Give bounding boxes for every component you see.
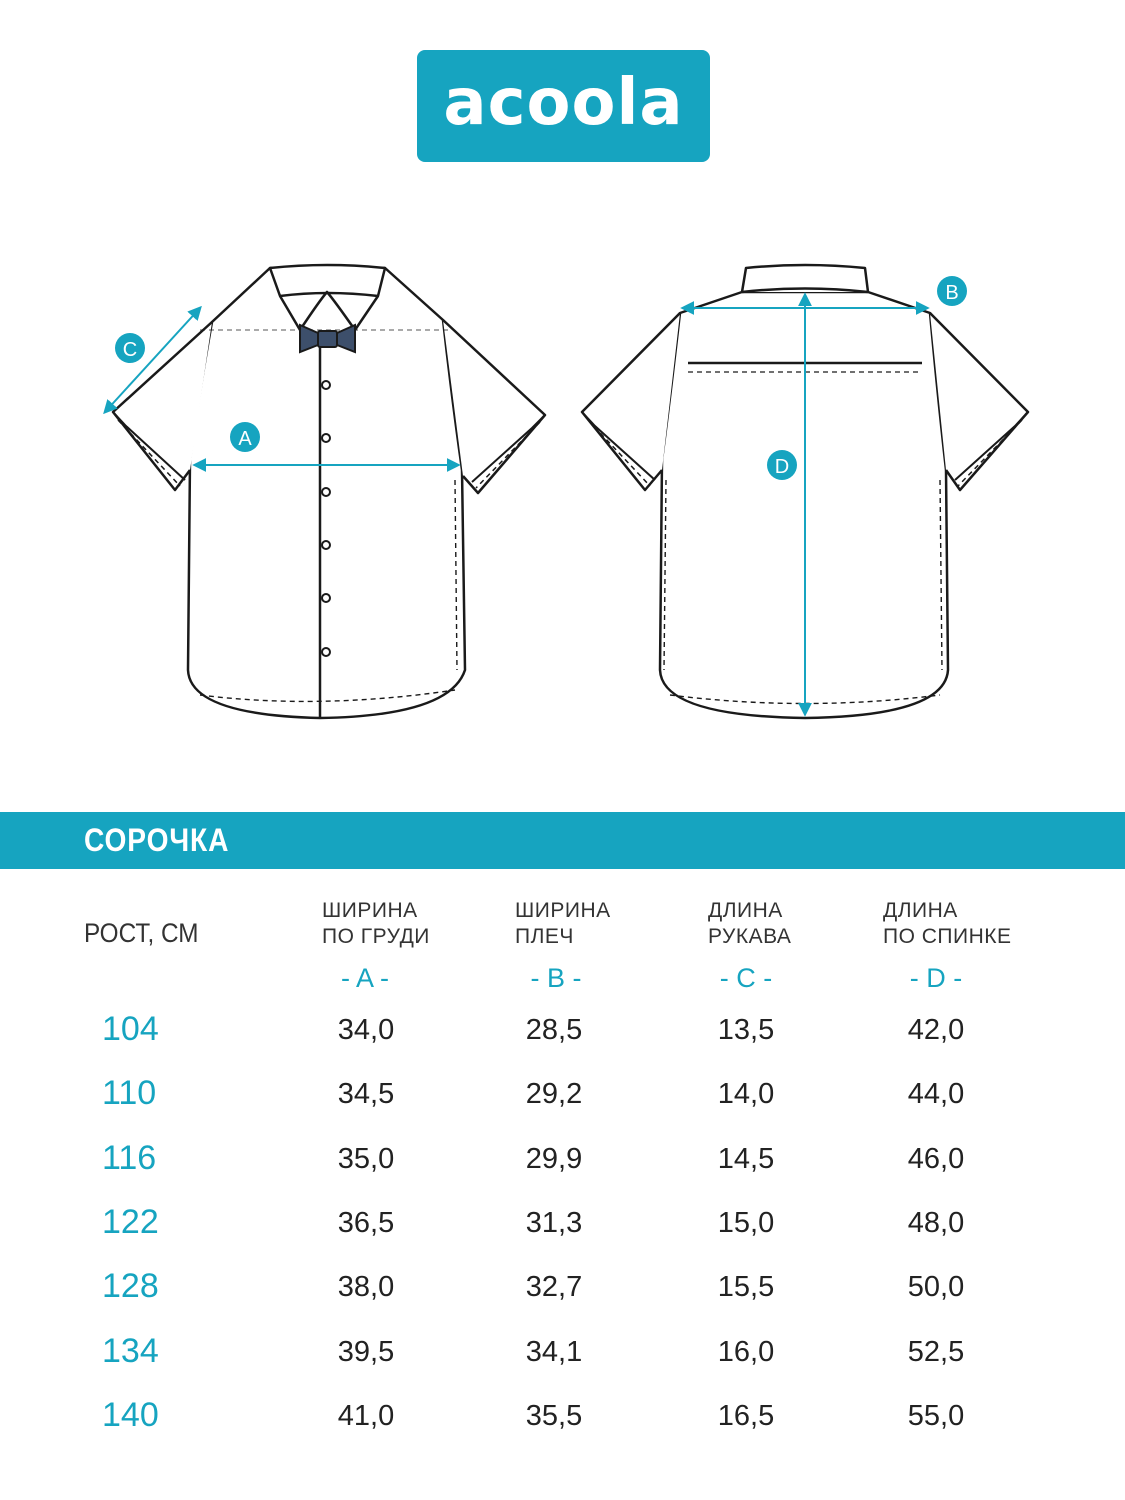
shirt-buttons xyxy=(321,380,331,657)
measurement-value: 31,3 xyxy=(525,1206,583,1239)
measurement-value: 16,5 xyxy=(717,1399,775,1432)
height-value: 128 xyxy=(102,1267,159,1306)
height-column-header: РОСТ, СМ xyxy=(84,918,199,948)
measurement-value: 32,7 xyxy=(525,1271,583,1304)
column-header-line1: ШИРИНА xyxy=(515,899,611,922)
column-header-line2: ПЛЕЧ xyxy=(515,925,574,948)
measurement-value: 48,0 xyxy=(907,1206,965,1239)
marker-c: C xyxy=(115,333,145,363)
product-title: СОРОЧКА xyxy=(84,822,230,858)
measurement-value: 29,9 xyxy=(525,1142,583,1175)
column-letter-c: - C - xyxy=(719,963,773,993)
measurement-value: 15,0 xyxy=(717,1206,775,1239)
measurement-value: 55,0 xyxy=(907,1399,965,1432)
measurement-value: 14,0 xyxy=(717,1078,775,1111)
measurement-value: 34,5 xyxy=(337,1078,395,1111)
svg-text:A: A xyxy=(238,428,252,450)
measurement-value: 29,2 xyxy=(525,1078,583,1111)
marker-a: A xyxy=(230,422,260,452)
measurement-value: 35,5 xyxy=(525,1399,583,1432)
height-value: 104 xyxy=(102,1010,159,1048)
measurement-value: 38,0 xyxy=(337,1271,395,1304)
brand-logo: acoola xyxy=(417,50,710,162)
height-value: 122 xyxy=(102,1202,159,1241)
bow-tie xyxy=(299,323,356,354)
measurement-value: 46,0 xyxy=(907,1142,965,1175)
column-header-line1: ДЛИНА xyxy=(708,899,783,922)
measurement-value: 39,5 xyxy=(337,1335,395,1368)
measurement-value: 13,5 xyxy=(717,1014,775,1046)
column-header-line2: РУКАВА xyxy=(708,925,792,948)
column-letter-d: - D - xyxy=(909,963,963,993)
column-header-shoulder-width: ШИРИНА ПЛЕЧ xyxy=(515,898,675,950)
height-value: 134 xyxy=(102,1331,159,1370)
measurement-value: 44,0 xyxy=(907,1078,965,1111)
svg-text:B: B xyxy=(945,282,958,304)
measurement-value: 14,5 xyxy=(717,1142,775,1175)
measurement-value: 52,5 xyxy=(907,1335,965,1368)
measurement-value: 42,0 xyxy=(907,1014,965,1046)
svg-text:D: D xyxy=(775,456,789,478)
svg-text:C: C xyxy=(123,339,137,361)
shirt-technical-drawing: A B C D xyxy=(103,263,1030,720)
measurement-value: 41,0 xyxy=(337,1399,395,1432)
column-header-sleeve-length: ДЛИНА РУКАВА xyxy=(708,898,868,950)
height-value: 110 xyxy=(102,1074,157,1113)
measurement-value: 50,0 xyxy=(907,1271,965,1304)
column-header-line1: ШИРИНА xyxy=(322,899,418,922)
brand-logo-text: acoola xyxy=(443,66,684,140)
column-header-line2: ПО СПИНКЕ xyxy=(883,925,1012,948)
measurement-value: 28,5 xyxy=(525,1014,583,1046)
measurement-value: 34,0 xyxy=(337,1014,395,1046)
column-header-line2: ПО ГРУДИ xyxy=(322,925,430,948)
column-header-chest-width: ШИРИНА ПО ГРУДИ xyxy=(322,898,482,950)
height-value: 140 xyxy=(102,1395,159,1434)
column-letter-b: - B - xyxy=(530,963,582,993)
measurement-value: 34,1 xyxy=(525,1335,583,1368)
measurement-value: 16,0 xyxy=(717,1335,775,1368)
measurement-arrows xyxy=(103,292,930,717)
arrow-c xyxy=(103,305,202,415)
product-banner: СОРОЧКА xyxy=(0,812,1125,869)
measurement-value: 36,5 xyxy=(337,1206,395,1239)
marker-d: D xyxy=(767,450,797,480)
measurement-value: 35,0 xyxy=(337,1142,395,1175)
column-header-line1: ДЛИНА xyxy=(883,899,958,922)
measurement-value: 15,5 xyxy=(717,1271,775,1304)
marker-b: B xyxy=(937,276,967,306)
height-value: 116 xyxy=(102,1138,157,1177)
column-letter-a: - A - xyxy=(340,963,389,993)
column-header-back-length: ДЛИНА ПО СПИНКЕ xyxy=(883,898,1043,950)
